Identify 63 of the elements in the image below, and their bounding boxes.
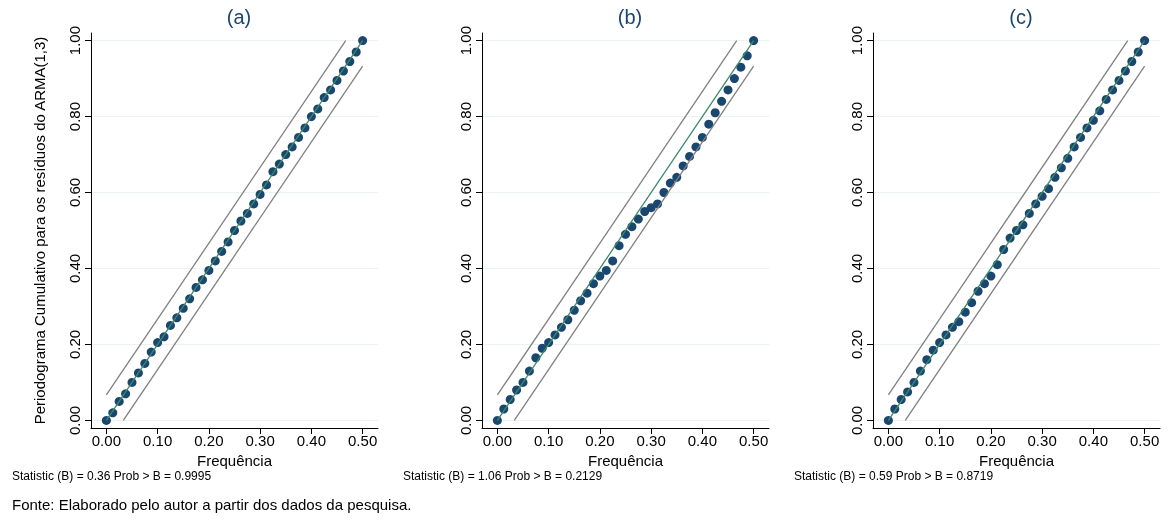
point [640, 207, 650, 217]
x-tick-label: 0.20 [976, 432, 1006, 449]
point [710, 108, 720, 118]
point [986, 271, 996, 281]
x-tick-label: 0.50 [1130, 432, 1160, 449]
point [729, 74, 739, 84]
point [723, 85, 733, 95]
y-tick-label: 0.20 [66, 329, 83, 360]
y-tick-label: 0.40 [457, 253, 474, 284]
x-tick-label: 0.50 [348, 432, 378, 449]
source-note: Fonte: Elaborado pelo autor a partir dos dados da pesquisa. [12, 496, 412, 513]
point [704, 119, 714, 129]
y-tick-label: 0.80 [66, 101, 83, 132]
x-tick-label: 0.20 [585, 432, 615, 449]
text: Statistic (B) = 0.36 Prob > B = 0.9995 [12, 469, 212, 483]
y-tick-label: 0.20 [848, 329, 865, 360]
x-axis-title: Frequência [196, 452, 273, 469]
chart-title: (c) [1009, 6, 1033, 28]
x-tick-label: 0.10 [534, 432, 564, 449]
point [883, 415, 893, 425]
point [717, 96, 727, 106]
point [492, 415, 502, 425]
text: Statistic (B) = 0.59 Prob > B = 0.8719 [794, 469, 994, 483]
point [736, 62, 746, 72]
x-tick-label: 0.50 [739, 432, 769, 449]
y-tick-label: 0.60 [848, 177, 865, 208]
x-tick-label: 0.00 [91, 432, 121, 449]
x-tick-label: 0.10 [143, 432, 173, 449]
chart-title: (b) [617, 6, 643, 28]
point [601, 265, 611, 275]
point [358, 36, 368, 46]
point [595, 271, 605, 281]
point [608, 256, 618, 266]
y-tick-label: 0.20 [457, 329, 474, 360]
y-tick-label: 1.00 [848, 25, 865, 56]
x-axis-title: Frequência [978, 452, 1055, 469]
x-tick-label: 0.30 [245, 432, 275, 449]
x-tick-label: 0.00 [482, 432, 512, 449]
y-axis-title: Periodograma Cumulativo para os resíduos do ARMA(1,3) [31, 36, 48, 425]
point [633, 214, 643, 224]
y-tick-label: 0.60 [457, 177, 474, 208]
point [101, 415, 111, 425]
y-tick-label: 0.60 [66, 177, 83, 208]
y-tick-label: 1.00 [66, 25, 83, 56]
x-tick-label: 0.40 [296, 432, 326, 449]
y-tick-label: 0.40 [848, 253, 865, 284]
y-tick-label: 0.80 [457, 101, 474, 132]
point [1140, 36, 1150, 46]
y-tick-label: 0.80 [848, 101, 865, 132]
x-tick-label: 0.10 [925, 432, 955, 449]
x-axis-title: Frequência [587, 452, 664, 469]
point [582, 288, 592, 298]
x-tick-label: 0.20 [194, 432, 224, 449]
x-tick-label: 0.40 [1078, 432, 1108, 449]
x-tick-label: 0.30 [1027, 432, 1057, 449]
x-tick-label: 0.00 [873, 432, 903, 449]
x-tick-label: 0.40 [687, 432, 717, 449]
point [749, 36, 759, 46]
text: Statistic (B) = 1.06 Prob > B = 0.2129 [403, 469, 603, 483]
y-tick-label: 1.00 [457, 25, 474, 56]
chart-title: (a) [226, 6, 252, 28]
x-tick-label: 0.30 [636, 432, 666, 449]
y-tick-label: 0.40 [66, 253, 83, 284]
